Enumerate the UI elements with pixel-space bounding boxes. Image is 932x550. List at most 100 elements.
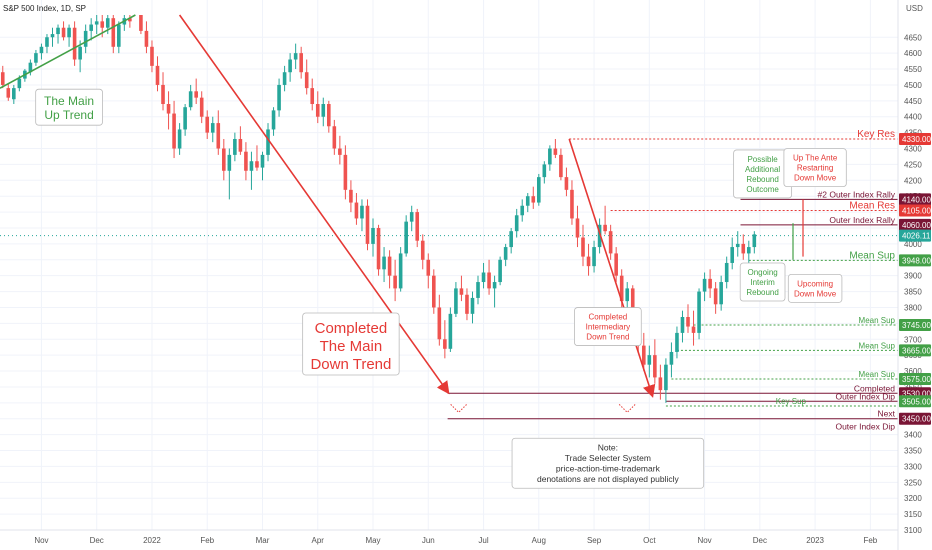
price-tag-label: 3505.00: [902, 397, 931, 406]
level-label: Mean Sup: [859, 370, 896, 379]
candle-body: [608, 231, 613, 254]
price-tag-label: 4105.00: [902, 207, 931, 216]
annotation-text: Completed: [589, 313, 628, 322]
candle-body: [354, 202, 359, 219]
x-tick-label: Dec: [90, 536, 104, 545]
candle-body: [28, 62, 33, 73]
annotation-text: Down Move: [794, 289, 837, 298]
candle-body: [404, 221, 408, 254]
candle-body: [150, 46, 154, 66]
x-tick-label: Apr: [312, 536, 325, 545]
candle-body: [343, 154, 348, 190]
annotation-box: [574, 307, 642, 346]
candle-body: [619, 275, 624, 302]
candle-body: [614, 253, 618, 276]
y-tick-label: 3800: [904, 303, 922, 312]
candle-body: [382, 256, 386, 270]
annotation-text: Upcoming: [797, 279, 833, 288]
candle-body: [625, 288, 630, 302]
annotation-text: price-action-time-trademark: [556, 464, 661, 474]
candle-body: [222, 148, 226, 171]
candle-body: [680, 317, 685, 333]
y-tick-label: 4250: [904, 160, 922, 169]
candle-body: [481, 272, 486, 283]
candle-body: [459, 288, 464, 295]
candle-body: [476, 282, 480, 298]
x-tick-label: Jun: [422, 536, 435, 545]
candle-body: [6, 88, 11, 98]
candle-body: [277, 84, 281, 111]
candle-body: [155, 65, 160, 85]
annotation-text: Intermediary: [586, 323, 630, 332]
candle-body: [531, 196, 536, 203]
annotation-text: Rebound: [746, 175, 778, 184]
candle-body: [503, 247, 508, 260]
candle-body: [393, 275, 397, 289]
x-axis[interactable]: Nov Dec 2022 Feb Mar Apr May Jun Jul Aug Sep Oct Nov…: [0, 529, 898, 545]
y-tick-label: 4600: [904, 49, 922, 58]
candle-body: [559, 154, 563, 178]
x-tick-label: Oct: [643, 536, 656, 545]
level-lines: Key Res #2 Outer Index Rally Mean Res Outer…: [0, 129, 898, 432]
price-tag-label: 4140.00: [902, 195, 931, 204]
candle-body: [514, 215, 519, 232]
candle-body: [664, 364, 668, 391]
candle-body: [139, 15, 143, 31]
price-tag-label: 3948.00: [902, 256, 931, 265]
candle-body: [199, 97, 204, 117]
candle-body: [72, 27, 77, 60]
annotation-box: [739, 262, 786, 302]
annotation-text: Down Move: [794, 174, 837, 183]
candle-body: [387, 256, 392, 276]
level-label: Mean Sup: [859, 316, 896, 325]
level-label: Key Sup: [776, 397, 807, 406]
candle-body: [304, 72, 309, 89]
candle-body: [12, 88, 16, 100]
candle-body: [188, 91, 193, 108]
y-tick-label: 3900: [904, 272, 922, 281]
x-tick-label: Feb: [863, 536, 877, 545]
projection-mark: [618, 404, 636, 414]
x-tick-label: Nov: [34, 536, 48, 545]
candle-body: [100, 21, 105, 28]
x-tick-label: Mar: [256, 536, 270, 545]
level-label: Key Res: [857, 129, 895, 140]
candle-body: [315, 104, 320, 117]
level-label: Outer Index Dip: [835, 422, 895, 432]
y-tick-label: 4500: [904, 81, 922, 90]
candle-body: [686, 317, 690, 327]
candle-body: [105, 18, 110, 28]
y-tick-label: 4300: [904, 145, 922, 154]
candle-body: [697, 291, 701, 333]
y-tick-label: 3700: [904, 335, 922, 344]
y-tick-label: 4450: [904, 97, 922, 106]
annotation-text: Note:: [598, 443, 618, 453]
price-tag: [899, 229, 931, 242]
candle-body: [658, 377, 663, 391]
x-tick-label: Feb: [200, 536, 214, 545]
y-tick-label: 4550: [904, 65, 922, 74]
annotation-text: Possible: [747, 155, 778, 164]
annotation-text: Rebound: [746, 288, 778, 297]
x-tick-label: 2023: [806, 536, 824, 545]
level-label: Mean Sup: [849, 250, 895, 261]
y-tick-label: 3350: [904, 447, 922, 456]
candle-body: [166, 104, 171, 114]
price-tag-label: 4330.00: [902, 135, 931, 144]
y-tick-label: 4400: [904, 113, 922, 122]
candle-body: [691, 326, 696, 333]
chart-title: S&P 500 Index, 1D, SP: [3, 4, 86, 13]
x-tick-label: Nov: [697, 536, 711, 545]
price-tag-label: 4060.00: [902, 221, 931, 230]
projection-mark: [450, 404, 468, 414]
y-tick-label: 3850: [904, 288, 922, 297]
candle-body: [371, 227, 375, 244]
price-tag: [899, 193, 931, 206]
price-tag-label: 4026.11: [902, 232, 931, 241]
candle-body: [741, 243, 746, 254]
candle-body: [39, 46, 44, 54]
candle-body: [376, 227, 381, 270]
price-tag-label: 3575.00: [902, 375, 931, 384]
candle-body: [603, 224, 607, 232]
